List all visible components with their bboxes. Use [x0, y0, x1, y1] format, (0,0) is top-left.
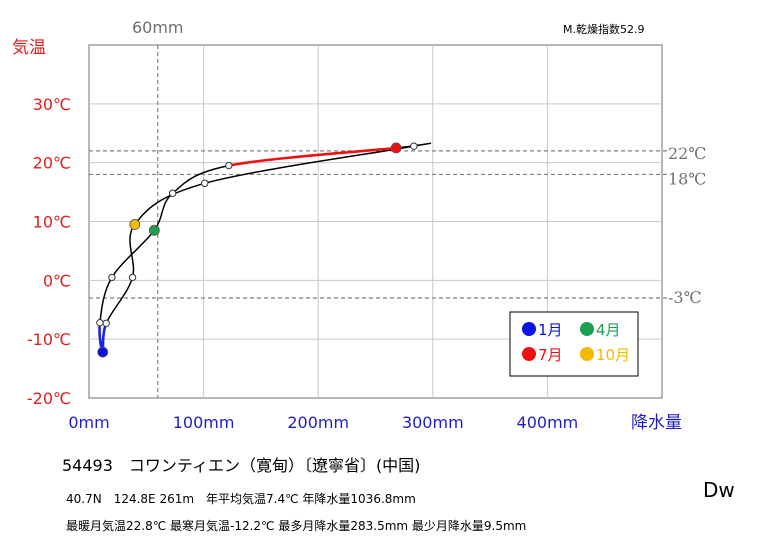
- month-point-12: [102, 319, 110, 327]
- month-point-2: [96, 318, 104, 327]
- y-axis-label: 気温: [12, 38, 46, 58]
- station-meta-line1: 40.7N 124.8E 261m 年平均気温7.4℃ 年降水量1036.8mm: [66, 492, 416, 506]
- x-tick-label: 200mm: [287, 413, 349, 432]
- station-title: 54493 コワンティエン（寛甸）〔遼寧省〕(中国): [62, 456, 421, 475]
- y-tick-label: -20℃: [27, 389, 71, 408]
- station-meta-line2: 最暖月気温22.8℃ 最寒月気温-12.2℃ 最多月降水量283.5mm 最少月…: [66, 519, 527, 533]
- month-point-10: [129, 219, 141, 230]
- x-axis-label: 降水量: [631, 413, 682, 433]
- month-point-3: [108, 273, 116, 282]
- summer-segment: [228, 146, 397, 167]
- month-point-9: [201, 179, 209, 187]
- y-tick-label: 30℃: [33, 95, 71, 114]
- month-point-6: [225, 161, 233, 170]
- legend-marker: [580, 347, 594, 361]
- legend-label: 1月: [538, 321, 563, 339]
- legend-label: 4月: [596, 321, 621, 339]
- month-point-5: [168, 189, 177, 197]
- x-tick-label: 400mm: [517, 413, 579, 432]
- y-tick-label: -10℃: [27, 330, 71, 349]
- month-point-8: [410, 142, 418, 150]
- month-point-1: [97, 346, 109, 358]
- month-point-4: [148, 224, 160, 236]
- tick-labels: 30℃ 20℃ 10℃ 0℃ -10℃ -20℃ 0mm 100mm 200mm 300mm 400…: [27, 95, 578, 432]
- climograph-series: [96, 142, 432, 358]
- climograph-curve: [98, 142, 432, 353]
- climate-code: Dw: [703, 478, 735, 502]
- legend: 1月 4月 7月 10月: [509, 311, 639, 377]
- x-tick-label: 100mm: [173, 413, 235, 432]
- month-point-11: [128, 273, 137, 282]
- y-tick-label: 10℃: [33, 213, 71, 232]
- reference-label-precip: 60mm: [132, 18, 184, 37]
- y-tick-label: 0℃: [43, 271, 71, 290]
- legend-marker: [580, 322, 594, 336]
- reference-label-temp: 18℃: [668, 169, 706, 188]
- reference-label-temp: 22℃: [668, 144, 706, 163]
- y-tick-label: 20℃: [33, 154, 71, 173]
- x-tick-label: 300mm: [402, 413, 464, 432]
- legend-marker: [522, 347, 536, 361]
- legend-label: 10月: [596, 346, 630, 364]
- x-tick-label: 0mm: [68, 413, 109, 432]
- legend-label: 7月: [538, 346, 563, 364]
- legend-marker: [522, 322, 536, 336]
- month-point-7: [390, 142, 402, 154]
- aridity-index-label: M.乾燥指数52.9: [563, 22, 644, 36]
- reference-label-temp: -3℃: [668, 288, 701, 307]
